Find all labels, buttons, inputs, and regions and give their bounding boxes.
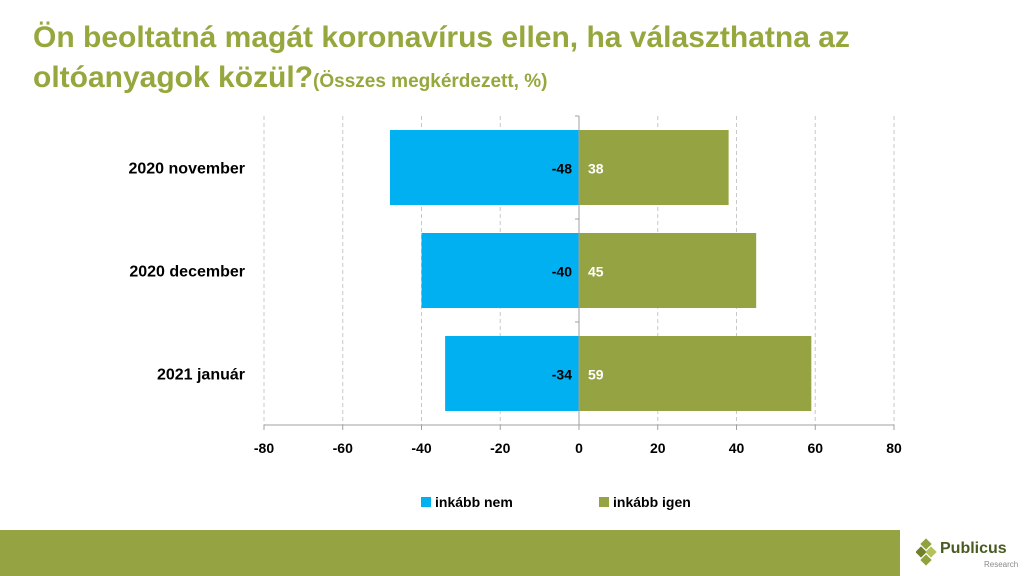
data-label-inkabb-nem: -48 [552, 161, 572, 177]
bar-inkabb-igen [579, 336, 812, 411]
data-label-inkabb-nem: -34 [552, 367, 572, 383]
logo-tagline: Research [984, 560, 1019, 569]
data-labels: 2020 november -48 38 2020 december -40 45 2021… [128, 161, 603, 384]
data-label-inkabb-igen: 45 [588, 264, 604, 280]
title-main: Ön beoltatná magát koronavírus ellen, ha… [33, 21, 850, 94]
legend-item-inkabb-igen-label: inkább igen [613, 494, 691, 510]
x-tick-label: -20 [490, 440, 510, 456]
data-label-inkabb-igen: 59 [588, 367, 604, 383]
bar-inkabb-igen [579, 233, 757, 308]
x-tick-label: -80 [254, 440, 274, 456]
category-label: 2020 november [128, 161, 245, 178]
footer-bar [0, 530, 900, 576]
x-tick-label: 0 [575, 440, 583, 456]
category-label: 2021 január [157, 367, 245, 384]
x-tick-label: 60 [807, 440, 823, 456]
bar-inkabb-nem [390, 130, 579, 205]
data-label-inkabb-igen: 38 [588, 161, 604, 177]
legend-item-inkabb-nem-label: inkább nem [435, 494, 513, 510]
legend-item-inkabb-igen-swatch [599, 497, 609, 507]
x-tick-label: 40 [729, 440, 745, 456]
logo-name: Publicus [940, 540, 1007, 557]
chart-title: Ön beoltatná magát koronavírus ellen, ha… [33, 18, 993, 102]
bar-inkabb-nem [421, 233, 579, 308]
x-tick-label: 20 [650, 440, 666, 456]
title-subtitle: (Összes megkérdezett, %) [313, 71, 548, 92]
logo-diamond-icon [916, 538, 937, 566]
category-label: 2020 december [129, 264, 245, 281]
legend: inkább nem inkább igen [421, 494, 691, 510]
axes: -80 -60 -40 -20 0 20 40 60 80 [254, 115, 902, 456]
bars [390, 130, 812, 411]
bar-inkabb-igen [579, 130, 729, 205]
bar-inkabb-nem [445, 336, 579, 411]
data-label-inkabb-nem: -40 [552, 264, 572, 280]
publicus-logo: Publicus Research [916, 534, 1024, 576]
x-tick-label: -60 [333, 440, 353, 456]
x-tick-label: 80 [886, 440, 902, 456]
legend-item-inkabb-nem-swatch [421, 497, 431, 507]
x-tick-label: -40 [411, 440, 431, 456]
